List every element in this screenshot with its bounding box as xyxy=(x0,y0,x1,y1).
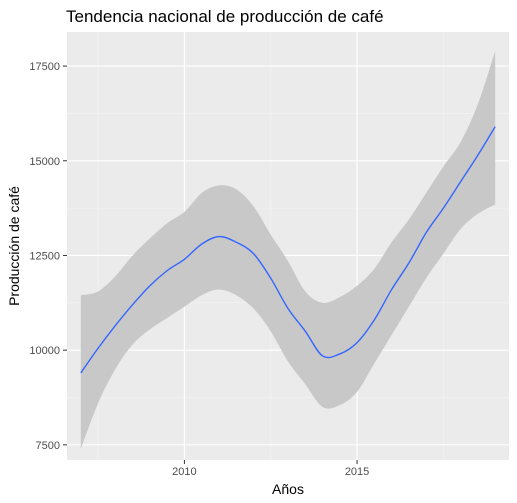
chart-title: Tendencia nacional de producción de café xyxy=(66,7,384,26)
y-tick-label: 7500 xyxy=(36,440,60,452)
y-axis: 7500 10000 12500 15000 17500 xyxy=(29,61,67,452)
x-tick-label: 2010 xyxy=(172,466,196,478)
y-tick-label: 12500 xyxy=(29,250,60,262)
x-axis-label: Años xyxy=(272,481,304,497)
y-tick-label: 17500 xyxy=(29,61,60,73)
x-tick-label: 2015 xyxy=(345,466,369,478)
y-tick-label: 15000 xyxy=(29,156,60,168)
trend-line xyxy=(80,126,496,374)
x-axis: 2010 2015 xyxy=(172,460,369,478)
y-tick-label: 10000 xyxy=(29,345,60,357)
confidence-band xyxy=(80,50,496,449)
y-axis-label: Producción de café xyxy=(6,186,22,306)
